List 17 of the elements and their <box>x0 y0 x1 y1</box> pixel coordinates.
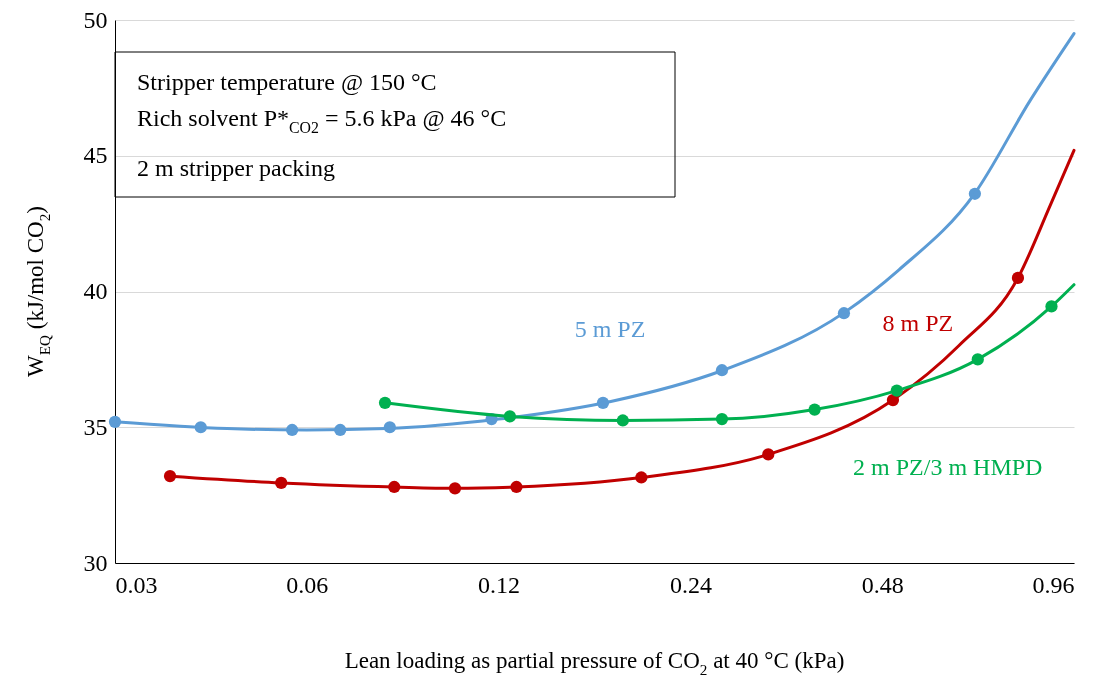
x-tick-label: 0.96 <box>1032 571 1075 598</box>
text: 8 m PZ <box>882 310 954 337</box>
y-tick-label: 35 <box>83 413 108 440</box>
x-tick-label: 0.12 <box>478 571 521 598</box>
y-tick-label: 50 <box>83 6 108 33</box>
x-tick-label: 0.48 <box>861 571 904 598</box>
x-tick-label: 0.03 <box>115 571 158 598</box>
annotation: 2 m stripper packing <box>137 155 335 181</box>
x-tick-label: 0.24 <box>669 571 712 598</box>
y-tick-label: 40 <box>83 278 108 304</box>
x-tick-label: 0.06 <box>286 571 329 598</box>
text: 2 m PZ/3 m HMPD <box>853 454 1043 481</box>
y-tick-label: 45 <box>83 142 108 169</box>
y-axis-title: WEQ (kJ/mol CO2) <box>23 206 53 377</box>
y-tick-label: 30 <box>83 549 108 576</box>
text: 5 m PZ <box>574 315 646 342</box>
annotation: Stripper temperature @ 150 °C <box>137 69 437 95</box>
